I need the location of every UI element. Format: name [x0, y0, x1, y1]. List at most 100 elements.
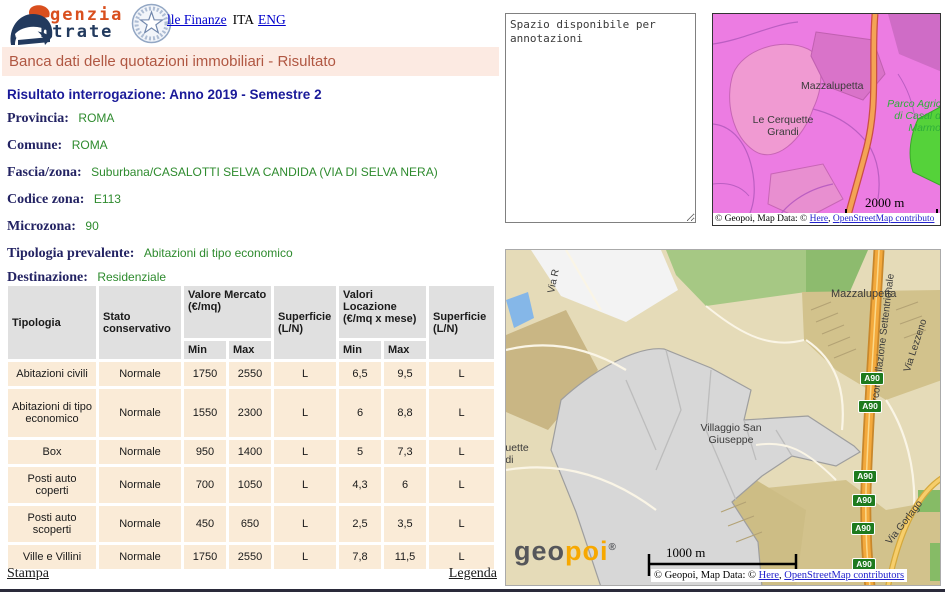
cell-vl-min: 4,3: [339, 467, 381, 503]
openstreetmap-link[interactable]: OpenStreetMap contributo: [832, 214, 935, 224]
cell-stato: Normale: [99, 389, 181, 437]
map-attribution: © Geopoi, Map Data: © Here, OpenStreetMa…: [651, 569, 908, 582]
cell-superficie-1: L: [274, 362, 336, 386]
print-link[interactable]: Stampa: [7, 566, 49, 581]
col-header-tipologia: Tipologia: [8, 286, 96, 359]
map-label-parco-casal-marmo: Parco Agric di Casal d Marmo: [885, 98, 941, 134]
field-value: Suburbana/CASALOTTI SELVA CANDIDA (VIA D…: [91, 165, 438, 179]
table-footer-links: Stampa Legenda: [7, 566, 497, 582]
cell-vm-min: 1550: [184, 389, 226, 437]
cell-stato: Normale: [99, 440, 181, 464]
field-value: Residenziale: [97, 270, 167, 284]
field-tipologia-prevalente: Tipologia prevalente: Abitazioni di tipo…: [7, 244, 293, 262]
cell-vl-max: 9,5: [384, 362, 426, 386]
map-label-mazzalupetta: Mazzalupetta: [801, 80, 864, 92]
here-link[interactable]: Here: [758, 570, 780, 581]
attribution-text: © Geopoi, Map Data: ©: [654, 570, 759, 581]
field-label: Provincia:: [7, 111, 69, 126]
openstreetmap-link[interactable]: OpenStreetMap contributors: [784, 570, 905, 581]
cell-stato: Normale: [99, 506, 181, 542]
a90-highway-shield: A90: [851, 522, 875, 535]
cell-superficie-2: L: [429, 440, 494, 464]
map-label-line: Marmo: [908, 122, 941, 134]
zone-street-map[interactable]: Mazzalupetta Villaggio San Giuseppe Le C…: [505, 249, 941, 586]
cell-vm-max: 1400: [229, 440, 271, 464]
cell-vm-min: 700: [184, 467, 226, 503]
table-row: Abitazioni di tipo economico Normale 155…: [8, 389, 494, 437]
cell-superficie-1: L: [274, 467, 336, 503]
italy-emblem-icon: [131, 3, 172, 49]
map-label-le-cerquette-grandi: Le Cerquette Grandi: [738, 114, 828, 138]
here-link[interactable]: Here: [809, 214, 829, 224]
cell-vm-min: 450: [184, 506, 226, 542]
cell-tipologia: Posti auto scoperti: [8, 506, 96, 542]
map-label-line: Grandi: [505, 454, 514, 466]
cell-vl-min: 6: [339, 389, 381, 437]
map-label-line: Le Cerquette: [505, 442, 529, 454]
cell-vm-min: 1750: [184, 545, 226, 569]
geopoi-logo: geopoi®: [514, 536, 617, 567]
cell-superficie-2: L: [429, 467, 494, 503]
cell-tipologia: Box: [8, 440, 96, 464]
map-label-mazzalupetta: Mazzalupetta: [831, 288, 897, 300]
field-fascia-zona: Fascia/zona: Suburbana/CASALOTTI SELVA C…: [7, 163, 438, 181]
a90-highway-shield: A90: [860, 372, 884, 385]
cell-stato: Normale: [99, 467, 181, 503]
cell-vl-min: 7,8: [339, 545, 381, 569]
cell-vm-min: 1750: [184, 362, 226, 386]
field-label: Codice zona:: [7, 192, 85, 207]
attribution-text: ,: [779, 570, 785, 581]
field-label: Destinazione:: [7, 270, 88, 285]
col-header-vl-min: Min: [339, 341, 381, 359]
map-label-line: di Casal d: [894, 110, 941, 122]
attribution-text: ,: [828, 214, 833, 224]
geopoi-logo-reg: ®: [608, 542, 617, 553]
col-header-vm-min: Min: [184, 341, 226, 359]
cell-vl-max: 11,5: [384, 545, 426, 569]
table-row: Abitazioni civili Normale 1750 2550 L 6,…: [8, 362, 494, 386]
cell-stato: Normale: [99, 362, 181, 386]
annotations-textarea[interactable]: Spazio disponibile per annotazioni: [505, 13, 696, 223]
cell-tipologia: Abitazioni civili: [8, 362, 96, 386]
cell-superficie-1: L: [274, 440, 336, 464]
col-header-stato: Stato conservativo: [99, 286, 181, 359]
lang-ita-label: ITA: [232, 12, 255, 27]
field-label: Tipologia prevalente:: [7, 246, 135, 261]
ministry-link[interactable]: lle Finanze: [167, 12, 227, 27]
lang-eng-link[interactable]: ENG: [258, 12, 286, 27]
agenzia-entrate-wordmark: genzia ntrate: [40, 7, 123, 41]
header-links: lle Finanze ITA ENG: [167, 12, 286, 28]
cell-superficie-1: L: [274, 545, 336, 569]
field-value: ROMA: [71, 138, 108, 152]
cell-vm-max: 1050: [229, 467, 271, 503]
field-microzona: Microzona: 90: [7, 217, 99, 235]
geopoi-logo-poi: poi: [565, 536, 609, 566]
col-header-superficie-1: Superficie (L/N): [274, 286, 336, 359]
agenzia-entrate-logo-icon: [6, 4, 56, 53]
cell-tipologia: Ville e Villini: [8, 545, 96, 569]
field-label: Microzona:: [7, 219, 76, 234]
window-bottom-edge: [0, 589, 945, 592]
table-row: Ville e Villini Normale 1750 2550 L 7,8 …: [8, 545, 494, 569]
a90-highway-shield: A90: [853, 470, 877, 483]
cell-vl-max: 8,8: [384, 389, 426, 437]
cell-superficie-2: L: [429, 389, 494, 437]
field-label: Comune:: [7, 138, 63, 153]
legend-link[interactable]: Legenda: [448, 566, 497, 581]
col-header-vm-max: Max: [229, 341, 271, 359]
field-value: E113: [93, 192, 121, 206]
cell-vm-max: 2550: [229, 362, 271, 386]
field-label: Fascia/zona:: [7, 165, 82, 180]
field-provincia: Provincia: ROMA: [7, 109, 114, 127]
cell-vl-min: 5: [339, 440, 381, 464]
map-label-le-cerquette-grandi: Le Cerquette Grandi: [505, 442, 529, 466]
cell-vm-max: 2550: [229, 545, 271, 569]
cell-vm-max: 650: [229, 506, 271, 542]
cell-superficie-1: L: [274, 389, 336, 437]
zone-overview-map[interactable]: Mazzalupetta Le Cerquette Grandi Parco A…: [712, 13, 941, 226]
field-destinazione: Destinazione: Residenziale: [7, 268, 166, 286]
table-row: Posti auto coperti Normale 700 1050 L 4,…: [8, 467, 494, 503]
col-header-superficie-2: Superficie (L/N): [429, 286, 494, 359]
result-query-title: Risultato interrogazione: Anno 2019 - Se…: [7, 87, 322, 102]
cell-vm-max: 2300: [229, 389, 271, 437]
